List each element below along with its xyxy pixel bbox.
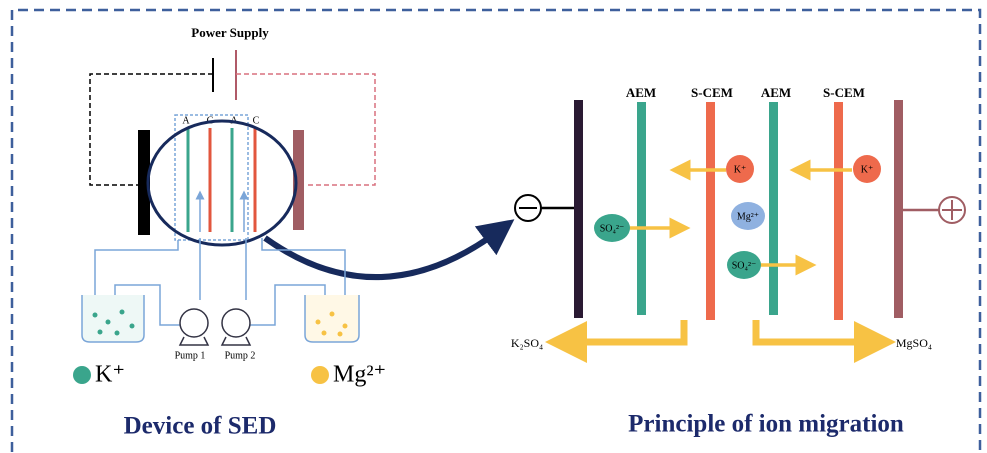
membrane-label: S-CEM <box>823 85 865 100</box>
power-supply-label: Power Supply <box>191 25 269 40</box>
ion-label: SO₄²⁻ <box>732 260 757 271</box>
product-label: MgSO₄ <box>896 336 932 350</box>
device: Power Supply A C A C Pump 1 Pump 2 <box>73 25 515 440</box>
principle: AEM S-CEM AEM S-CEM K⁺ K⁺ Mg²⁺ SO₄²⁻ SO₄… <box>511 85 966 438</box>
ion-label: K⁺ <box>734 164 747 175</box>
product-label: K₂SO₄ <box>511 336 543 350</box>
device-title: Device of SED <box>124 413 277 440</box>
legend-label: K⁺ <box>95 362 125 388</box>
membrane-label: C <box>253 115 260 126</box>
membrane-label: S-CEM <box>691 85 733 100</box>
ion-label: Mg²⁺ <box>737 211 759 222</box>
pump-label: Pump 1 <box>175 350 206 361</box>
membrane-label: A <box>182 115 190 126</box>
membrane-label: AEM <box>626 85 656 100</box>
ion-label: SO₄²⁻ <box>600 223 625 234</box>
pump-label: Pump 2 <box>225 350 256 361</box>
membrane-label: AEM <box>761 85 791 100</box>
legend-label: Mg²⁺ <box>333 362 386 388</box>
principle-title: Principle of ion migration <box>628 411 904 438</box>
ion-label: K⁺ <box>861 164 874 175</box>
